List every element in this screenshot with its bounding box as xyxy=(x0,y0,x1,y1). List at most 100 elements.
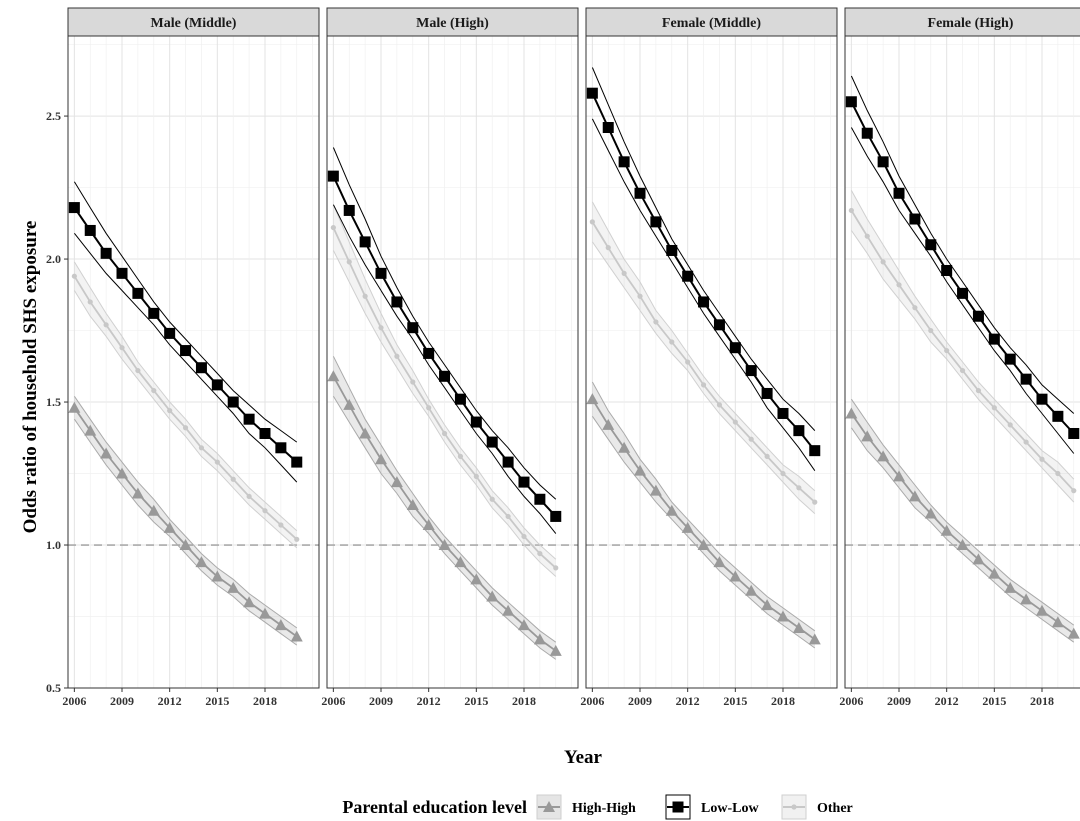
data-point-square xyxy=(343,204,355,216)
data-point-square xyxy=(941,264,953,276)
data-point-square xyxy=(988,333,1000,345)
data-point-triangle xyxy=(131,487,144,499)
data-point-square xyxy=(698,296,710,308)
data-point-triangle xyxy=(422,519,435,530)
y-tick-label: 0.5 xyxy=(46,681,61,695)
band-lower-edge xyxy=(591,241,816,514)
data-point-circle xyxy=(780,470,786,477)
facet-panel: Male (High) 2006 2009 2012 2015 2018 xyxy=(321,7,579,708)
panel-background xyxy=(586,36,837,688)
data-point-square xyxy=(327,170,339,182)
legend-title: Parental education level xyxy=(342,797,527,817)
data-point-square xyxy=(439,370,451,382)
data-point-circle xyxy=(87,299,93,305)
band-upper-edge xyxy=(332,356,557,643)
data-point-circle xyxy=(605,245,611,251)
data-point-square xyxy=(745,365,757,377)
data-point-square xyxy=(375,267,387,279)
data-point-circle xyxy=(410,379,416,385)
data-point-circle xyxy=(685,359,691,365)
x-tick-label: 2018 xyxy=(253,694,277,708)
band-lower-edge xyxy=(850,127,1075,454)
x-tick-label: 2006 xyxy=(62,694,86,708)
data-point-circle xyxy=(669,339,675,345)
data-point-square xyxy=(809,445,821,457)
data-point-square xyxy=(195,362,207,374)
x-tick-label: 2012 xyxy=(417,694,441,708)
data-point-square xyxy=(518,476,530,488)
panel-border xyxy=(585,35,838,689)
facet-strip-label: Male (High) xyxy=(416,16,489,31)
data-point-triangle xyxy=(956,539,969,551)
data-point-triangle xyxy=(988,567,1001,579)
data-point-circle xyxy=(505,513,511,520)
data-point-circle xyxy=(103,322,109,328)
data-point-square xyxy=(1020,373,1032,385)
legend-marker-circle xyxy=(791,804,797,810)
data-point-circle xyxy=(812,499,818,505)
data-point-triangle xyxy=(845,407,858,419)
data-point-circle xyxy=(198,445,205,451)
data-point-circle xyxy=(1055,470,1061,477)
legend-label: High-High xyxy=(572,801,636,816)
data-point-triangle xyxy=(634,464,647,476)
data-point-circle xyxy=(394,353,400,359)
panel-background xyxy=(68,36,319,688)
data-point-square xyxy=(1052,410,1064,422)
data-point-square xyxy=(634,187,646,199)
data-point-triangle xyxy=(729,570,742,582)
band-upper-edge xyxy=(332,147,557,500)
facet-panel: Female (High) 2006 2009 2012 2015 2018 xyxy=(839,7,1080,708)
band-lower-edge xyxy=(73,290,298,549)
y-tick-label: 2.5 xyxy=(46,109,61,123)
band-upper-edge xyxy=(73,396,298,629)
data-point-circle xyxy=(1039,456,1045,462)
data-point-circle xyxy=(1023,439,1029,445)
band-lower-edge xyxy=(850,230,1075,503)
data-point-circle xyxy=(346,259,352,265)
data-point-circle xyxy=(489,496,495,502)
y-axis: 0.5 1.0 1.5 2.0 2.5 xyxy=(46,109,68,695)
data-point-circle xyxy=(262,508,268,514)
gridlines xyxy=(327,36,578,688)
data-point-square xyxy=(909,213,921,225)
data-point-circle xyxy=(457,453,464,459)
data-point-circle xyxy=(621,270,627,276)
data-point-triangle xyxy=(359,427,372,439)
data-point-circle xyxy=(928,327,934,334)
data-point-square xyxy=(407,322,419,334)
data-point-circle xyxy=(896,282,902,288)
y-axis-title: Odds ratio of household SHS exposure xyxy=(20,221,41,534)
data-point-square xyxy=(925,239,937,251)
data-point-square xyxy=(148,307,160,319)
band-lower-edge xyxy=(332,250,557,577)
confidence-band xyxy=(592,382,815,648)
band-lower-edge xyxy=(74,232,298,483)
data-point-square xyxy=(275,442,287,454)
data-point-circle xyxy=(537,550,543,557)
data-point-triangle xyxy=(940,524,953,536)
data-point-triangle xyxy=(1004,581,1017,593)
facet-panel: Male (Middle) 2006 2009 2012 2015 2018 xyxy=(62,7,320,708)
data-point-triangle xyxy=(68,401,81,413)
data-point-triangle xyxy=(179,539,192,551)
data-point-triangle xyxy=(274,619,287,631)
data-point-circle xyxy=(182,425,189,431)
data-point-square xyxy=(793,425,805,437)
data-point-square xyxy=(291,456,303,468)
data-point-circle xyxy=(230,476,236,482)
x-axis-title: Year xyxy=(564,747,603,768)
legend: Parental education level High-High Low-Lo… xyxy=(342,794,853,820)
data-point-square xyxy=(845,96,857,108)
data-point-triangle xyxy=(776,610,789,622)
legend-label: Low-Low xyxy=(701,801,759,816)
data-point-triangle xyxy=(470,573,483,585)
data-point-circle xyxy=(119,345,125,351)
band-upper-edge xyxy=(332,204,557,560)
data-point-square xyxy=(1036,393,1048,405)
x-tick-label: 2012 xyxy=(935,694,959,708)
band-upper-edge xyxy=(73,261,298,532)
data-point-circle xyxy=(848,207,854,214)
y-tick-label: 1.0 xyxy=(46,538,61,552)
band-upper-edge xyxy=(850,398,1075,626)
